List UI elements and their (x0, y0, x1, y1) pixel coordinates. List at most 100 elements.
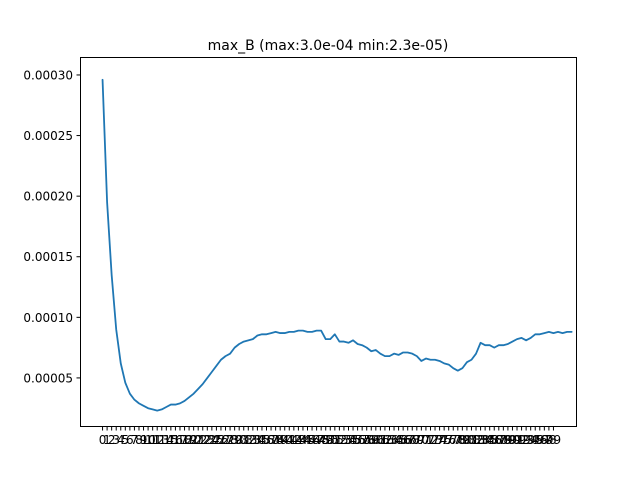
x-tick-label: 54 (341, 433, 356, 447)
x-tick-label: 7 (131, 433, 139, 447)
x-tick-label: 13 (154, 433, 169, 447)
x-tick-label: 93 (518, 433, 533, 447)
x-tick-label: 42 (286, 433, 301, 447)
x-tick-label: 15 (163, 433, 178, 447)
x-tick-label: 89 (500, 433, 515, 447)
x-tick-label: 65 (391, 433, 406, 447)
x-tick-label: 64 (386, 433, 401, 447)
x-tick-label: 8 (135, 433, 143, 447)
x-tick-label: 10 (140, 433, 155, 447)
x-tick-label: 3 (112, 433, 120, 447)
x-tick-label: 2 (108, 433, 116, 447)
x-tick-label: 83 (473, 433, 488, 447)
x-tick-label: 18 (177, 433, 192, 447)
x-tick-label: 49 (318, 433, 333, 447)
x-tick-label: 55 (345, 433, 360, 447)
x-tick-label: 56 (350, 433, 365, 447)
x-tick-label: 33 (245, 433, 260, 447)
x-tick-label: 85 (482, 433, 497, 447)
x-tick-label: 16 (168, 433, 183, 447)
x-tick-label: 87 (491, 433, 506, 447)
x-tick-label: 19 (181, 433, 196, 447)
x-tick-label: 29 (227, 433, 242, 447)
x-tick-label: 1 (103, 433, 111, 447)
x-tick-label: 43 (291, 433, 306, 447)
y-tick-label: 0.00010 (23, 311, 73, 325)
y-tick-label: 0.00025 (23, 129, 73, 143)
x-tick-label: 72 (423, 433, 438, 447)
x-tick-label: 53 (336, 433, 351, 447)
x-tick-label: 51 (327, 433, 342, 447)
x-tick-label: 22 (195, 433, 210, 447)
x-tick-label: 67 (400, 433, 415, 447)
x-tick-label: 91 (509, 433, 524, 447)
x-tick-label: 71 (418, 433, 433, 447)
x-axis: 0123456789101112131415161718192021222324… (99, 427, 561, 447)
x-tick-label: 76 (441, 433, 456, 447)
x-tick-label: 88 (496, 433, 511, 447)
x-tick-label: 92 (514, 433, 529, 447)
x-tick-label: 78 (450, 433, 465, 447)
x-tick-label: 28 (222, 433, 237, 447)
x-tick-label: 81 (464, 433, 479, 447)
x-tick-label: 75 (437, 433, 452, 447)
x-tick-label: 12 (150, 433, 165, 447)
x-tick-label: 26 (213, 433, 228, 447)
x-tick-label: 40 (277, 433, 292, 447)
x-tick-label: 96 (532, 433, 547, 447)
x-tick-label: 9 (140, 433, 148, 447)
x-tick-label: 17 (172, 433, 187, 447)
x-tick-label: 32 (241, 433, 256, 447)
x-tick-label: 46 (304, 433, 319, 447)
y-axis: 0.00005 0.00010 0.00015 0.00020 0.00025 0.000… (23, 68, 80, 385)
x-tick-label: 80 (459, 433, 474, 447)
x-tick-label: 90 (505, 433, 520, 447)
x-tick-label: 14 (159, 433, 174, 447)
x-tick-label: 98 (541, 433, 556, 447)
x-tick-label: 99 (546, 433, 561, 447)
x-tick-label: 39 (273, 433, 288, 447)
x-tick-label: 0 (99, 433, 107, 447)
x-tick-label: 58 (359, 433, 374, 447)
x-tick-label: 52 (332, 433, 347, 447)
x-tick-label: 95 (528, 433, 543, 447)
x-tick-label: 23 (200, 433, 215, 447)
x-tick-label: 41 (282, 433, 297, 447)
x-tick-label: 57 (355, 433, 370, 447)
x-tick-label: 21 (191, 433, 206, 447)
x-tick-label: 97 (537, 433, 552, 447)
x-tick-label: 66 (396, 433, 411, 447)
x-tick-label: 5 (121, 433, 129, 447)
x-tick-label: 11 (145, 433, 160, 447)
x-tick-label: 24 (204, 433, 219, 447)
chart-title: max_B (max:3.0e-04 min:2.3e-05) (208, 38, 449, 54)
x-tick-label: 84 (477, 433, 492, 447)
y-tick-label: 0.00015 (23, 250, 73, 264)
y-tick-label: 0.00005 (23, 371, 73, 385)
x-tick-label: 77 (446, 433, 461, 447)
x-tick-label: 79 (455, 433, 470, 447)
x-tick-label: 50 (323, 433, 338, 447)
x-tick-label: 47 (309, 433, 324, 447)
x-tick-label: 37 (263, 433, 278, 447)
x-tick-label: 62 (377, 433, 392, 447)
x-tick-label: 20 (186, 433, 201, 447)
x-tick-label: 6 (126, 433, 134, 447)
x-tick-label: 30 (232, 433, 247, 447)
x-tick-label: 44 (295, 433, 310, 447)
x-tick-label: 27 (218, 433, 233, 447)
x-tick-label: 70 (414, 433, 429, 447)
x-tick-label: 31 (236, 433, 251, 447)
plot-frame (80, 57, 577, 427)
x-tick-label: 69 (409, 433, 424, 447)
x-tick-label: 25 (209, 433, 224, 447)
x-tick-label: 73 (427, 433, 442, 447)
x-tick-label: 82 (468, 433, 483, 447)
x-tick-label: 36 (259, 433, 274, 447)
x-tick-label: 35 (254, 433, 269, 447)
x-tick-label: 60 (368, 433, 383, 447)
x-tick-label: 45 (300, 433, 315, 447)
y-tick-label: 0.00020 (23, 190, 73, 204)
x-tick-label: 48 (314, 433, 329, 447)
